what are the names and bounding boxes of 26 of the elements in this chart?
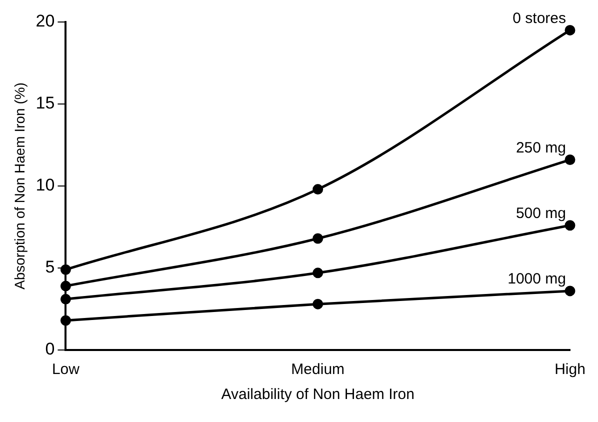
x-tick-label: Medium [291, 361, 345, 378]
y-tick-label: 5 [45, 258, 55, 277]
point [312, 298, 324, 310]
y-tick-label: 10 [36, 176, 55, 195]
y-tick-label: 0 [45, 340, 55, 359]
point [312, 268, 324, 278]
point [564, 220, 576, 231]
y-axis-title: Absorption of Non Haem Iron (%) [11, 82, 28, 290]
x-axis-title: Availability of Non Haem Iron [221, 386, 414, 404]
y-tick-label: 15 [36, 94, 55, 113]
series-label: 250 mg [516, 139, 566, 156]
point [312, 184, 324, 195]
point [564, 154, 576, 166]
point [60, 280, 71, 292]
y-tick-label: 20 [36, 12, 55, 31]
point [564, 286, 576, 296]
point [60, 315, 71, 326]
series-label: 0 stores [512, 10, 566, 27]
point [564, 24, 576, 36]
x-tick-label: High [554, 361, 586, 378]
point [60, 294, 71, 304]
point [312, 233, 324, 244]
point [60, 264, 71, 275]
x-tick-label: Low [52, 361, 80, 378]
series-label: 500 mg [516, 205, 566, 222]
series-label: 1000 mg [508, 270, 566, 288]
